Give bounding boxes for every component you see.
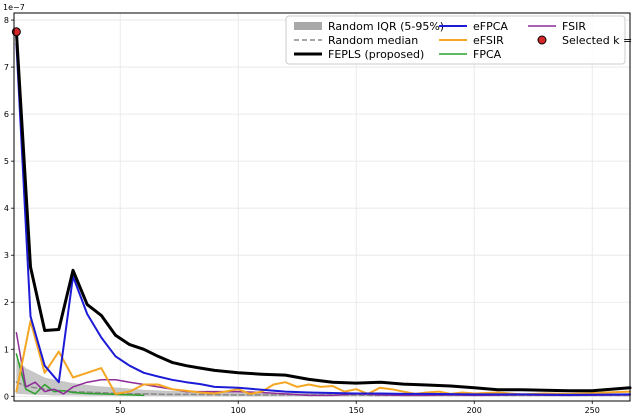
y-tick-label: 3 [4, 251, 9, 260]
legend-handle-marker [537, 35, 547, 45]
series-line-efpca [15, 42, 631, 396]
legend-label: Random median [328, 34, 418, 47]
legend-label: Random IQR (5-95%) [328, 20, 444, 33]
legend-label: eFSIR [473, 34, 504, 47]
legend-label: Selected k = 6 [562, 34, 634, 47]
y-tick-label: 7 [4, 63, 9, 72]
y-tick-label: 5 [4, 157, 9, 166]
x-tick-label: 250 [585, 406, 600, 415]
legend-handle-iqr [294, 22, 322, 30]
y-tick-label: 6 [4, 110, 9, 119]
y-tick-label: 0 [4, 392, 9, 401]
plot-frame [13, 12, 631, 402]
series-layer [14, 30, 632, 397]
series-line-efsir [15, 320, 631, 396]
legend-label: FPCA [473, 48, 502, 61]
x-tick-label: 150 [349, 406, 364, 415]
x-tick-label: 50 [115, 406, 125, 415]
axis-layer: 50 100 150 200 250 0 1 2 3 4 5 6 7 8 [4, 16, 600, 415]
y-scale-note: 1e−7 [3, 3, 25, 12]
y-tick-label: 1 [4, 345, 9, 354]
x-tick-label: 200 [467, 406, 482, 415]
y-tick-label: 2 [4, 298, 9, 307]
legend-label: FSIR [562, 20, 586, 33]
y-tick-label: 8 [4, 16, 9, 25]
x-tick-label: 100 [231, 406, 246, 415]
series-line-fepls-proposed [14, 30, 632, 393]
y-tick-label: 4 [4, 204, 9, 213]
legend-label: eFPCA [473, 20, 508, 33]
legend-label: FEPLS (proposed) [328, 48, 424, 61]
